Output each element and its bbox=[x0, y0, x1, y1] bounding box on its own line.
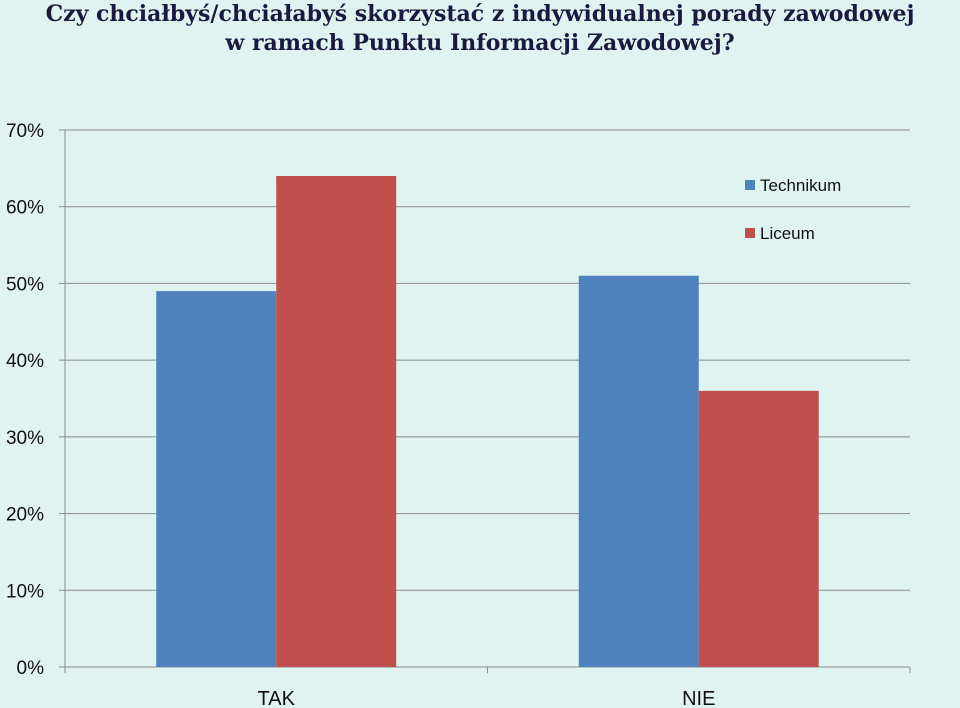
y-tick-label: 70% bbox=[6, 121, 44, 142]
bar-technikum-tak bbox=[156, 291, 277, 667]
x-category-label: TAK bbox=[258, 688, 296, 708]
y-tick-label: 40% bbox=[6, 351, 44, 372]
chart-title-line-2: w ramach Punktu Informacji Zawodowej? bbox=[225, 30, 735, 56]
bar-liceum-nie bbox=[698, 390, 819, 667]
legend-label-liceum: Liceum bbox=[760, 224, 815, 243]
y-tick-label: 60% bbox=[6, 198, 44, 219]
y-tick-label: 10% bbox=[6, 581, 44, 602]
legend-swatch-liceum bbox=[745, 228, 755, 238]
bar-technikum-nie bbox=[578, 275, 699, 667]
chart-title-line-1: Czy chciałbyś/chciałabyś skorzystać z in… bbox=[45, 1, 915, 27]
legend-label-technikum: Technikum bbox=[760, 176, 841, 195]
y-tick-label: 30% bbox=[6, 428, 44, 449]
y-tick-label: 0% bbox=[17, 658, 45, 679]
legend-swatch-technikum bbox=[745, 180, 755, 190]
x-category-label: NIE bbox=[682, 688, 715, 708]
y-tick-label: 20% bbox=[6, 505, 44, 526]
y-tick-label: 50% bbox=[6, 274, 44, 295]
chart-title: Czy chciałbyś/chciałabyś skorzystać z in… bbox=[0, 0, 960, 58]
bar-liceum-tak bbox=[276, 176, 397, 667]
